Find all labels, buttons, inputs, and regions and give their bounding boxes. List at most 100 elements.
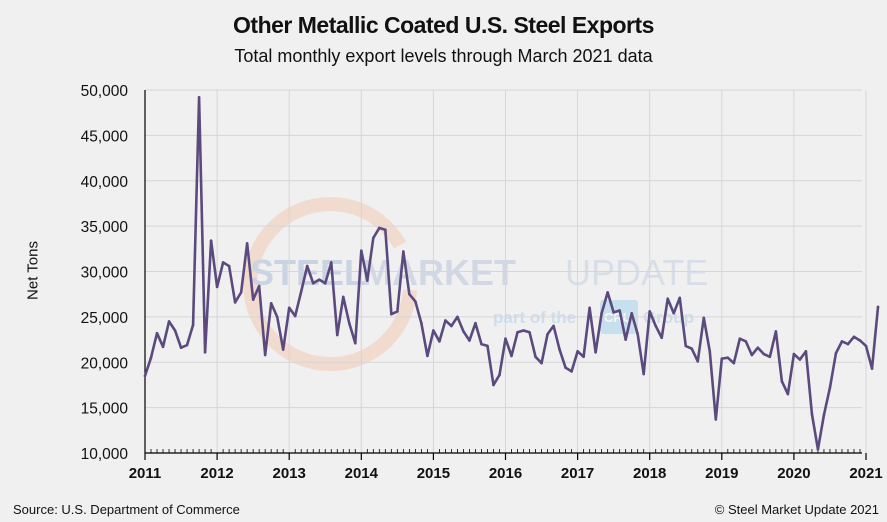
data-point xyxy=(432,329,435,332)
data-point xyxy=(185,343,189,347)
x-tick-label: 2017 xyxy=(561,465,594,482)
data-point xyxy=(726,356,730,360)
x-tick-label: 2020 xyxy=(777,465,810,482)
data-point xyxy=(353,341,357,345)
data-point xyxy=(450,324,453,328)
data-point xyxy=(840,340,844,343)
data-point xyxy=(768,355,772,359)
data-point xyxy=(534,355,537,359)
data-point xyxy=(251,298,255,301)
data-point xyxy=(522,329,525,332)
data-point xyxy=(672,311,676,315)
data-point xyxy=(227,264,231,268)
y-tick-label: 15,000 xyxy=(81,401,129,418)
data-point xyxy=(360,249,363,252)
data-point xyxy=(858,339,862,342)
data-point xyxy=(720,357,724,360)
y-tick-label: 50,000 xyxy=(81,83,129,100)
data-point xyxy=(660,336,664,340)
data-point xyxy=(323,281,327,285)
data-point xyxy=(648,310,651,313)
data-point xyxy=(366,279,369,282)
data-point xyxy=(576,350,579,353)
watermark-brand-steel: STEEL xyxy=(250,252,366,293)
data-point xyxy=(588,306,591,310)
data-point xyxy=(798,358,802,361)
data-point xyxy=(636,332,639,336)
data-point xyxy=(215,285,219,289)
data-point xyxy=(402,250,405,253)
source-note: Source: U.S. Department of Commerce xyxy=(13,502,240,517)
data-point xyxy=(750,353,754,357)
data-point xyxy=(408,292,411,296)
data-point xyxy=(846,342,850,346)
data-point xyxy=(852,335,856,339)
data-point xyxy=(696,360,700,363)
data-point xyxy=(738,337,742,340)
data-point xyxy=(684,344,688,348)
data-point xyxy=(203,350,207,354)
data-point xyxy=(143,374,147,378)
x-tick-label: 2014 xyxy=(345,465,379,482)
data-point xyxy=(414,300,417,303)
data-point xyxy=(498,373,501,377)
data-point xyxy=(329,261,333,264)
data-point xyxy=(149,356,153,360)
watermark-brand-market: MARKET xyxy=(362,252,516,293)
data-point xyxy=(197,95,201,99)
data-point xyxy=(299,290,303,293)
data-point xyxy=(317,278,321,281)
data-point xyxy=(239,291,243,294)
watermark-brand-update: UPDATE xyxy=(565,252,708,293)
watermark-tagline-logo: CRU xyxy=(604,310,632,325)
x-tick-label: 2011 xyxy=(129,465,162,482)
data-point xyxy=(756,346,760,350)
data-point xyxy=(305,264,309,268)
watermark-tagline-left: part of the xyxy=(493,308,576,327)
data-point xyxy=(606,291,609,294)
data-point xyxy=(540,361,543,365)
data-point xyxy=(444,319,447,322)
x-tick-label: 2015 xyxy=(417,465,450,482)
data-point xyxy=(870,367,874,370)
chart-title: Other Metallic Coated U.S. Steel Exports xyxy=(233,12,654,38)
chart-subtitle: Total monthly export levels through Marc… xyxy=(234,46,653,66)
data-point xyxy=(594,350,597,354)
data-point xyxy=(257,284,261,288)
data-point xyxy=(426,354,429,358)
data-point xyxy=(378,226,381,230)
data-point xyxy=(570,370,573,373)
data-point xyxy=(311,281,315,285)
data-point xyxy=(384,228,387,232)
data-point xyxy=(822,413,826,417)
data-point xyxy=(678,296,682,300)
data-point xyxy=(516,331,519,334)
data-point xyxy=(582,355,585,359)
x-tick-label: 2013 xyxy=(273,465,306,482)
data-point xyxy=(281,348,285,351)
y-tick-label: 10,000 xyxy=(81,446,129,463)
data-point xyxy=(618,309,621,312)
y-tick-label: 35,000 xyxy=(81,219,129,236)
data-point xyxy=(492,383,495,387)
y-tick-label: 20,000 xyxy=(81,355,129,372)
x-tick-label: 2019 xyxy=(705,465,738,482)
data-point xyxy=(666,297,670,301)
x-tick-label: 2012 xyxy=(200,465,233,482)
data-point xyxy=(287,306,291,310)
data-point xyxy=(179,346,183,350)
data-point xyxy=(780,380,784,383)
data-point xyxy=(263,353,267,357)
data-point xyxy=(624,338,627,341)
data-point xyxy=(347,321,351,325)
data-point xyxy=(155,331,159,335)
data-point xyxy=(504,337,507,340)
data-point xyxy=(732,361,736,365)
data-point xyxy=(269,301,273,305)
data-point xyxy=(786,392,790,396)
data-point xyxy=(642,372,645,376)
data-point xyxy=(804,350,808,353)
data-point xyxy=(173,329,177,332)
data-point xyxy=(558,348,561,351)
